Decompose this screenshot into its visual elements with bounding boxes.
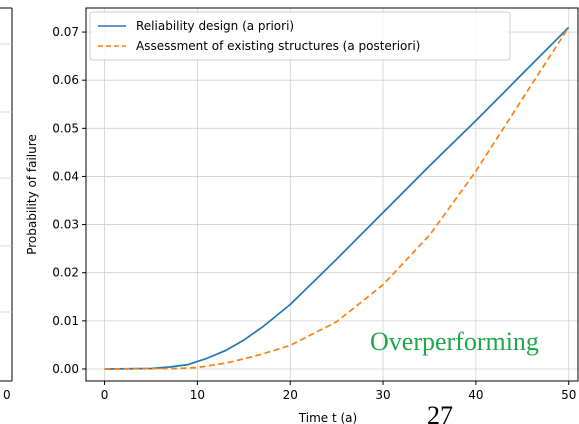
legend-box bbox=[89, 11, 511, 61]
x-tick-label: 40 bbox=[468, 388, 483, 402]
y-tick-label: 0.07 bbox=[52, 25, 79, 39]
x-tick-label: 20 bbox=[283, 388, 298, 402]
left-panel-fragment: 0 bbox=[0, 7, 13, 402]
y-tick-label: 0.05 bbox=[52, 121, 79, 135]
y-tick-label: 0.04 bbox=[52, 169, 79, 183]
x-tick-label: 0 bbox=[101, 388, 109, 402]
x-tick-label: 30 bbox=[375, 388, 390, 402]
y-tick-label: 0.00 bbox=[52, 362, 79, 376]
x-ticks: 0 10 20 30 40 50 bbox=[101, 381, 576, 402]
y-tick-label: 0.06 bbox=[52, 73, 79, 87]
y-tick-label: 0.03 bbox=[52, 218, 79, 232]
page-number: 27 bbox=[427, 401, 453, 424]
y-ticks: 0.00 0.01 0.02 0.03 0.04 0.05 0.06 0.07 bbox=[52, 25, 86, 376]
y-tick-label: 0.01 bbox=[52, 314, 79, 328]
series-layer bbox=[104, 26, 570, 370]
x-axis-label: Time t (a) bbox=[298, 411, 357, 424]
legend-label-a-priori: Reliability design (a priori) bbox=[136, 19, 294, 33]
legend: Reliability design (a priori) Assessment… bbox=[89, 11, 511, 61]
left-panel-tick: 0 bbox=[3, 388, 11, 402]
overperforming-annotation: Overperforming bbox=[370, 327, 539, 356]
plot-frame bbox=[85, 7, 579, 382]
grid bbox=[86, 8, 578, 381]
legend-label-a-posteriori: Assessment of existing structures (a pos… bbox=[136, 39, 420, 53]
y-axis-label: Probability of failure bbox=[25, 134, 39, 255]
series-line-a-priori bbox=[104, 26, 570, 370]
x-tick-label: 50 bbox=[561, 388, 576, 402]
y-tick-label: 0.02 bbox=[52, 266, 79, 280]
series-line-a-posteriori bbox=[104, 26, 570, 370]
x-tick-label: 10 bbox=[190, 388, 205, 402]
